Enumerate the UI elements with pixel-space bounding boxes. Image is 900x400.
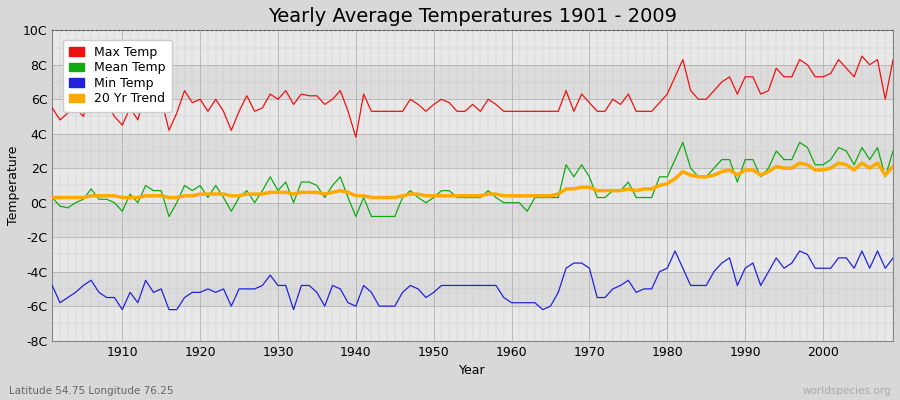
- Text: Latitude 54.75 Longitude 76.25: Latitude 54.75 Longitude 76.25: [9, 386, 174, 396]
- Text: worldspecies.org: worldspecies.org: [803, 386, 891, 396]
- Title: Yearly Average Temperatures 1901 - 2009: Yearly Average Temperatures 1901 - 2009: [268, 7, 677, 26]
- Bar: [52, 203, 893, 237]
- Bar: [52, 30, 893, 65]
- Bar: [52, 237, 893, 272]
- Bar: [52, 65, 893, 99]
- Bar: [52, 306, 893, 341]
- Bar: [52, 168, 893, 203]
- Y-axis label: Temperature: Temperature: [7, 146, 20, 225]
- X-axis label: Year: Year: [459, 364, 486, 377]
- Legend: Max Temp, Mean Temp, Min Temp, 20 Yr Trend: Max Temp, Mean Temp, Min Temp, 20 Yr Tre…: [63, 40, 172, 112]
- Bar: [52, 272, 893, 306]
- Bar: [52, 99, 893, 134]
- Bar: [52, 134, 893, 168]
